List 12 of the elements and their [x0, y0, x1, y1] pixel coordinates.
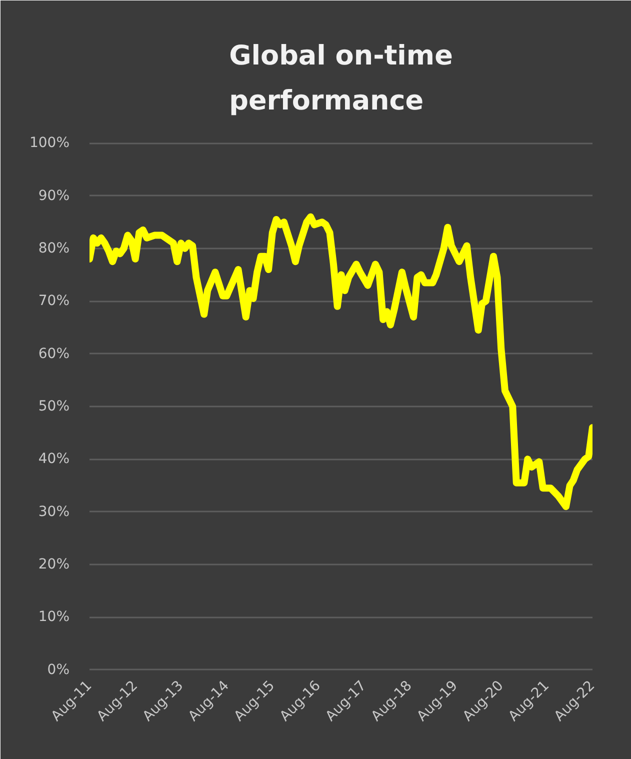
- y-tick-label: 60%: [38, 346, 70, 362]
- y-tick-label: 80%: [38, 240, 70, 256]
- y-tick-label: 20%: [38, 556, 70, 573]
- y-tick-label: 100%: [29, 135, 70, 152]
- y-tick-label: 40%: [38, 451, 70, 468]
- y-tick-label: 30%: [38, 504, 70, 520]
- y-tick-label: 0%: [47, 662, 70, 678]
- y-tick-label: 50%: [38, 398, 70, 414]
- y-tick-label: 90%: [38, 188, 70, 204]
- chart-title: Global on-time performance: [229, 40, 453, 116]
- y-tick-label: 10%: [38, 609, 70, 626]
- y-tick-label: 70%: [38, 293, 70, 310]
